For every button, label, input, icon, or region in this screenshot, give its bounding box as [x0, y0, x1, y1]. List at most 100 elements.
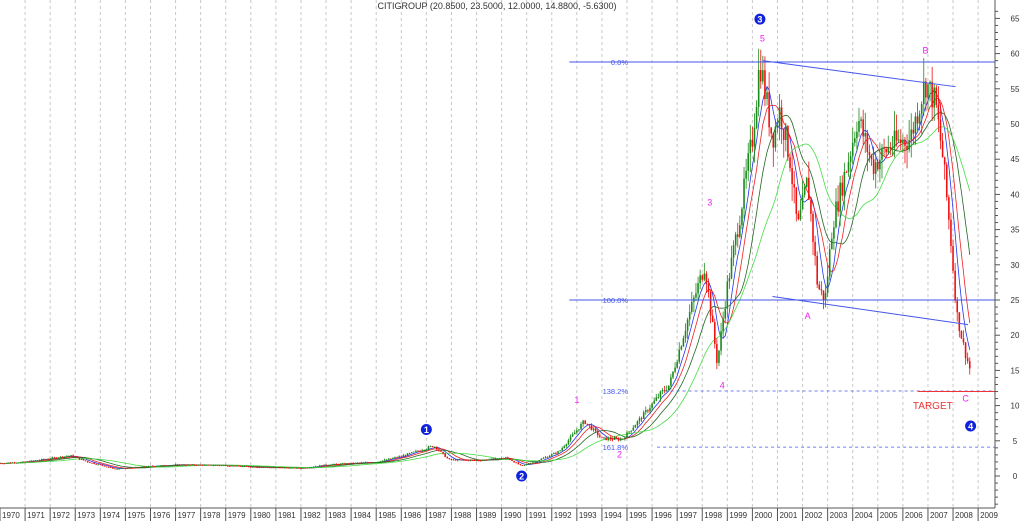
candle-body — [206, 464, 208, 466]
candle-body — [419, 450, 421, 452]
candle-body — [250, 466, 252, 468]
candle-body — [477, 460, 480, 462]
candle-body — [619, 439, 622, 441]
candle-body — [642, 412, 645, 419]
candle-body — [747, 153, 750, 171]
candle-body — [795, 187, 798, 214]
candle-body — [312, 466, 315, 468]
candle-body — [331, 464, 334, 466]
candle-body — [410, 452, 413, 454]
candle-body — [471, 460, 474, 461]
candle-body — [38, 459, 41, 461]
candle-body — [189, 464, 191, 466]
candle-body — [122, 468, 125, 469]
candle-body — [716, 343, 718, 363]
candle-body — [519, 464, 522, 466]
candle-body — [20, 461, 22, 463]
candle-body — [243, 466, 246, 467]
candle-body — [160, 465, 162, 467]
overlays: 0.0% 100.0% 138.2% 161.8% TARGET 1 2 3 4 5 A B C 1 2 3 4 — [420, 13, 995, 482]
candle-body — [481, 460, 484, 461]
candle-body — [542, 457, 545, 459]
x-tick-label: 1980 — [253, 511, 271, 520]
candle-body — [555, 452, 557, 454]
candle-body — [216, 465, 219, 466]
candle-body — [128, 467, 131, 469]
candle-body — [32, 460, 35, 462]
x-tick-label: 2006 — [905, 511, 923, 520]
candle-body — [686, 319, 689, 331]
moving-average-line — [0, 85, 971, 470]
wave-label: C — [962, 393, 969, 403]
candle-body — [778, 107, 781, 127]
x-tick-label: 1999 — [729, 511, 747, 520]
candle-body — [527, 463, 530, 465]
candle-body — [966, 358, 969, 362]
candle-body — [937, 104, 940, 120]
candle-body — [473, 460, 476, 461]
candle-body — [107, 466, 110, 468]
candle-body — [398, 456, 400, 458]
candle-body — [287, 467, 290, 469]
candle-body — [674, 367, 676, 372]
candle-body — [43, 458, 45, 460]
candle-body — [279, 467, 281, 469]
candle-body — [858, 120, 860, 132]
candle-body — [277, 467, 279, 469]
candle-body — [272, 467, 275, 469]
fib-level-label: 138.2% — [603, 387, 629, 396]
candle-body — [86, 461, 89, 463]
candle-body — [950, 219, 952, 247]
candle-body — [590, 425, 593, 430]
candle-body — [245, 466, 248, 467]
candle-body — [488, 459, 490, 461]
x-tick-label: 1987 — [428, 511, 446, 520]
candle-body — [341, 463, 344, 465]
candle-body — [444, 453, 446, 457]
target-label: TARGET — [913, 401, 953, 412]
candle-body — [803, 187, 806, 195]
candle-body — [415, 450, 417, 452]
candle-body — [118, 468, 120, 470]
candle-body — [385, 459, 388, 461]
x-tick-label: 2001 — [779, 511, 797, 520]
candle-body — [789, 157, 791, 169]
candle-body — [220, 465, 223, 467]
candle-body — [400, 456, 403, 458]
candle-body — [515, 462, 518, 464]
candle-body — [868, 151, 871, 156]
candle-body — [24, 461, 26, 463]
x-tick-label: 1985 — [378, 511, 396, 520]
candle-body — [586, 423, 589, 425]
candle-body — [49, 458, 51, 460]
candle-body — [701, 275, 704, 280]
candle-body — [912, 129, 915, 134]
y-tick-label: 15 — [1011, 366, 1020, 375]
candle-body — [766, 92, 768, 100]
candle-body — [367, 462, 369, 463]
candle-body — [308, 467, 311, 469]
x-tick-label: 1991 — [529, 511, 547, 520]
candle-body — [534, 461, 536, 463]
candle-body — [860, 119, 862, 121]
candle-body — [659, 391, 662, 398]
candle-body — [757, 70, 760, 107]
candle-body — [699, 275, 701, 284]
candle-body — [799, 209, 802, 220]
candle-body — [283, 467, 286, 469]
candle-body — [678, 349, 681, 362]
x-tick-label: 1997 — [679, 511, 697, 520]
candle-body — [358, 462, 361, 464]
candle-body — [785, 126, 787, 140]
candle-body — [51, 457, 54, 459]
candle-body — [168, 465, 171, 467]
candle-body — [456, 459, 459, 461]
candle-body — [824, 293, 827, 301]
candle-body — [580, 424, 582, 430]
candle-body — [879, 159, 881, 170]
candle-body — [843, 171, 846, 196]
candle-body — [916, 116, 919, 124]
candle-body — [891, 147, 894, 149]
wave-count-marker: 3 — [754, 13, 766, 25]
candle-body — [80, 459, 83, 461]
